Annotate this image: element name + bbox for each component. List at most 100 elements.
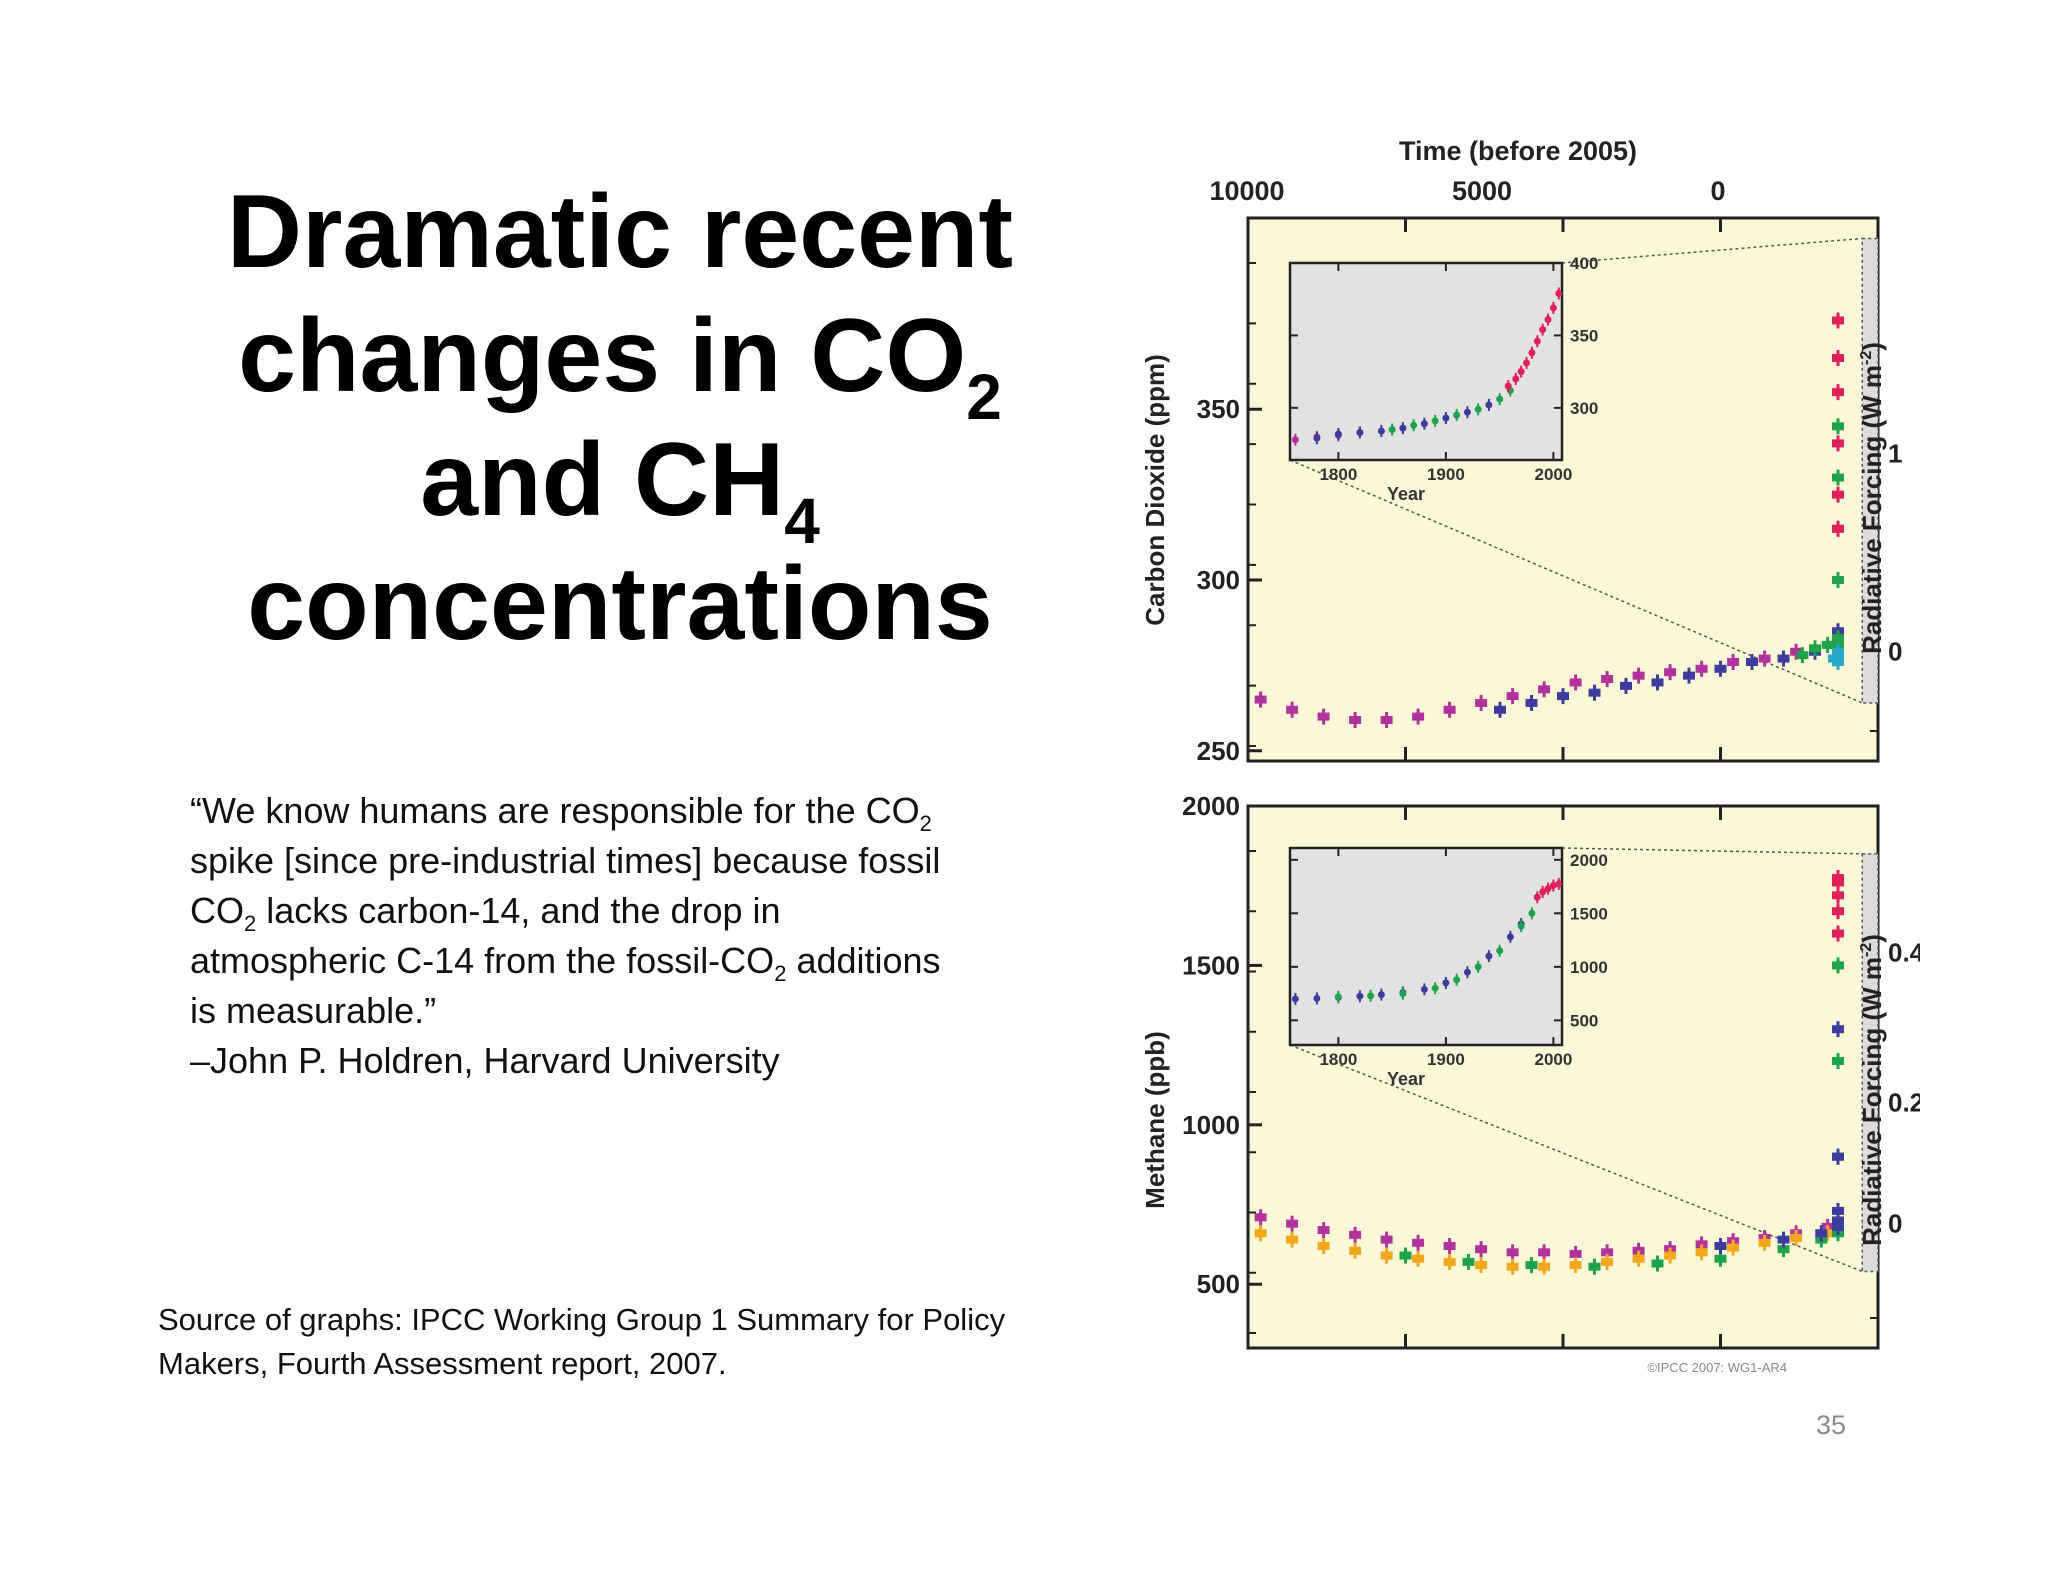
title-co2-text: changes in CO bbox=[238, 298, 967, 414]
co2-data-point bbox=[1538, 685, 1551, 694]
co2-data-point bbox=[1569, 678, 1582, 687]
ch4-inset-point bbox=[1291, 995, 1299, 1003]
top-tick-0: 0 bbox=[1710, 176, 1725, 206]
ch4-data-point bbox=[1443, 1257, 1456, 1266]
co2-inset-xtick-label: 1900 bbox=[1427, 465, 1465, 484]
co2-data-point bbox=[1832, 576, 1844, 584]
quote-line-4-text-a: atmospheric C-14 from the fossil-CO bbox=[190, 940, 775, 981]
ch4-data-point bbox=[1380, 1235, 1393, 1244]
ch4-inset-ytick-label: 1000 bbox=[1570, 958, 1608, 977]
co2-inset-point bbox=[1453, 411, 1461, 419]
co2-data-point bbox=[1494, 705, 1506, 714]
ch4-data-point bbox=[1254, 1229, 1267, 1238]
co2-inset-point bbox=[1463, 408, 1471, 416]
quote-line-3-text-a: CO bbox=[190, 890, 244, 931]
top-tick-10000: 10000 bbox=[1209, 176, 1284, 206]
co2-inset-point bbox=[1528, 349, 1536, 357]
ch4-inset-point bbox=[1549, 881, 1557, 889]
ch4-inset-point bbox=[1506, 933, 1514, 941]
co2-y2tick-label: 0 bbox=[1888, 637, 1902, 667]
co2-zoom-rect bbox=[1861, 237, 1879, 704]
page-number: 35 bbox=[1815, 1410, 1846, 1440]
title-line-3: and CH4 bbox=[150, 418, 1090, 553]
ch4-ytick-label: 2000 bbox=[1182, 791, 1240, 821]
source-line-1: Source of graphs: IPCC Working Group 1 S… bbox=[158, 1302, 1006, 1337]
ch4-inset-point bbox=[1399, 990, 1407, 998]
co2-zoom-connector-top bbox=[1561, 237, 1863, 264]
quote-line-1-subscript: 2 bbox=[919, 811, 932, 836]
ch4-data-point bbox=[1632, 1254, 1645, 1263]
co2-inset-point bbox=[1517, 368, 1525, 376]
ch4-data-point bbox=[1380, 1251, 1393, 1260]
co2-data-point bbox=[1443, 705, 1456, 714]
co2-data-point bbox=[1727, 657, 1740, 666]
ch4-inset-point bbox=[1463, 968, 1471, 976]
source-note: Source of graphs: IPCC Working Group 1 S… bbox=[158, 1298, 1118, 1386]
quote-attribution: –John P. Holdren, Harvard University bbox=[190, 1040, 780, 1081]
co2-data-point bbox=[1620, 681, 1632, 690]
co2-inset-point bbox=[1420, 420, 1428, 428]
ch4-data-point bbox=[1254, 1213, 1267, 1222]
ch4-inset-point bbox=[1377, 991, 1385, 999]
co2-ytick-label: 250 bbox=[1197, 736, 1240, 766]
ch4-inset-point bbox=[1313, 994, 1321, 1002]
ch4-data-point bbox=[1832, 1206, 1844, 1215]
ch4-data-point bbox=[1664, 1251, 1677, 1260]
ch4-data-point bbox=[1399, 1251, 1412, 1260]
quote-line-1: “We know humans are responsible for the … bbox=[190, 786, 1050, 836]
quote-line-4-text-b: additions bbox=[786, 940, 941, 981]
ch4-data-point bbox=[1758, 1238, 1771, 1247]
co2-y2-label-end: ) bbox=[1857, 342, 1887, 351]
co2-data-point bbox=[1832, 524, 1844, 533]
co2-data-point bbox=[1286, 705, 1299, 714]
co2-y2-label-main: Radiative Forcing (W m bbox=[1857, 365, 1887, 654]
co2-y2-label-sup: -2 bbox=[1858, 351, 1875, 365]
ch4-data-point bbox=[1538, 1248, 1551, 1257]
ch4-inset-xtick-label: 2000 bbox=[1534, 1050, 1572, 1069]
co2-inset-point bbox=[1539, 326, 1547, 334]
ch4-inset-point bbox=[1555, 880, 1563, 888]
co2-inset-point bbox=[1313, 434, 1321, 442]
slide-title: Dramatic recent changes in CO2 and CH4 c… bbox=[150, 170, 1090, 666]
co2-data-point bbox=[1832, 354, 1844, 363]
ch4-y2tick-label: 0.2 bbox=[1888, 1088, 1920, 1118]
methane-y2-label-main: Radiative Forcing (W m bbox=[1857, 957, 1887, 1246]
co2-inset-point bbox=[1442, 414, 1450, 422]
co2-inset-xlabel: Year bbox=[1387, 484, 1425, 504]
quote-line-5: is measurable.” bbox=[190, 990, 437, 1031]
co2-data-point bbox=[1758, 654, 1771, 663]
co2-inset-ytick-label: 300 bbox=[1570, 399, 1598, 418]
co2-inset-point bbox=[1549, 304, 1557, 312]
co2-inset-point bbox=[1334, 430, 1342, 438]
title-line-2: changes in CO2 bbox=[150, 294, 1090, 429]
co2-inset-point bbox=[1388, 426, 1396, 434]
co2-inset-point bbox=[1485, 401, 1493, 409]
ch4-data-point bbox=[1832, 1216, 1844, 1225]
co2-ytick-label: 300 bbox=[1197, 565, 1240, 595]
co2-data-point bbox=[1683, 671, 1695, 680]
ch4-zoom-rect bbox=[1861, 853, 1879, 1273]
co2-data-point bbox=[1557, 692, 1569, 701]
co2-data-point bbox=[1632, 671, 1645, 680]
ch4-y2tick-label: 0.4 bbox=[1888, 938, 1920, 968]
methane-y2-label-sup: -2 bbox=[1858, 943, 1875, 957]
co2-inset-point bbox=[1496, 395, 1504, 403]
ch4-inset-point bbox=[1356, 992, 1364, 1000]
ch4-inset-xtick-label: 1800 bbox=[1319, 1050, 1357, 1069]
ch4-y2tick-label: 0 bbox=[1888, 1209, 1902, 1239]
co2-inset-point bbox=[1474, 405, 1482, 413]
ch4-data-point bbox=[1777, 1245, 1790, 1254]
ch4-ytick-label: 500 bbox=[1197, 1269, 1240, 1299]
methane-inset: 1800 1900 2000 Year 2000 1500 1000 500 bbox=[1288, 846, 1608, 1089]
methane-zoom-window bbox=[1289, 847, 1879, 1273]
co2-y2-axis-label: Radiative Forcing (W m-2) bbox=[1857, 342, 1887, 654]
ipcc-figure: Time (before 2005) 10000 5000 0 250 300 35… bbox=[1090, 120, 1920, 1380]
ch4-inset-point bbox=[1367, 992, 1375, 1000]
ch4-data-point bbox=[1777, 1235, 1790, 1244]
ch4-inset-point bbox=[1496, 947, 1504, 955]
co2-inset-ytick-label: 350 bbox=[1570, 326, 1598, 345]
ch4-inset-frame bbox=[1288, 846, 1564, 1047]
ch4-data-point bbox=[1651, 1259, 1664, 1268]
ch4-data-point bbox=[1317, 1226, 1330, 1235]
